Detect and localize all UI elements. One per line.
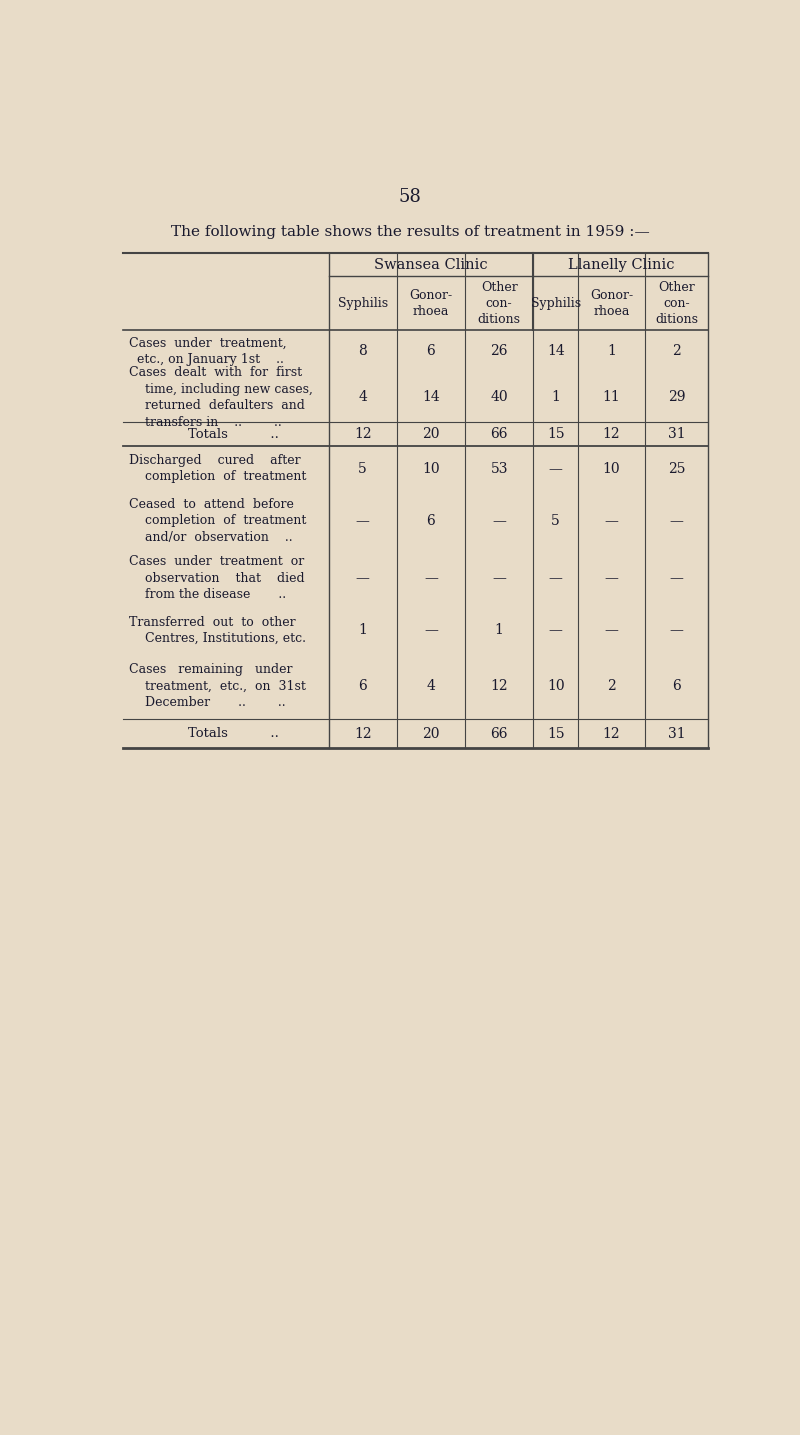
- Text: The following table shows the results of treatment in 1959 :—: The following table shows the results of…: [170, 225, 650, 240]
- Text: —: —: [605, 571, 618, 585]
- Text: Cases   remaining   under
    treatment,  etc.,  on  31st
    December       .. : Cases remaining under treatment, etc., o…: [130, 663, 306, 709]
- Text: 66: 66: [490, 726, 508, 740]
- Text: 10: 10: [602, 462, 620, 475]
- Text: 6: 6: [426, 514, 435, 528]
- Text: 1: 1: [551, 390, 560, 405]
- Text: Llanelly Clinic: Llanelly Clinic: [567, 258, 674, 271]
- Text: 12: 12: [602, 428, 620, 441]
- Text: Totals          ..: Totals ..: [188, 728, 279, 740]
- Text: 10: 10: [547, 679, 565, 693]
- Text: Discharged    cured    after
    completion  of  treatment: Discharged cured after completion of tre…: [130, 453, 307, 484]
- Text: Cases  dealt  with  for  first
    time, including new cases,
    returned  defa: Cases dealt with for first time, includi…: [130, 366, 314, 429]
- Text: 20: 20: [422, 726, 440, 740]
- Text: 6: 6: [358, 679, 367, 693]
- Text: 5: 5: [358, 462, 367, 475]
- Text: 53: 53: [490, 462, 508, 475]
- Text: 2: 2: [672, 344, 681, 359]
- Text: —: —: [356, 571, 370, 585]
- Text: 8: 8: [358, 344, 367, 359]
- Text: —: —: [356, 514, 370, 528]
- Text: 12: 12: [354, 726, 371, 740]
- Text: 10: 10: [422, 462, 440, 475]
- Text: —: —: [605, 623, 618, 637]
- Text: Syphilis: Syphilis: [530, 297, 581, 310]
- Text: Ceased  to  attend  before
    completion  of  treatment
    and/or  observation: Ceased to attend before completion of tr…: [130, 498, 307, 544]
- Text: 25: 25: [668, 462, 686, 475]
- Text: 11: 11: [602, 390, 620, 405]
- Text: Other
con-
ditions: Other con- ditions: [478, 281, 521, 326]
- Text: 4: 4: [426, 679, 435, 693]
- Text: 31: 31: [668, 428, 686, 441]
- Text: —: —: [492, 571, 506, 585]
- Text: Syphilis: Syphilis: [338, 297, 388, 310]
- Text: 12: 12: [602, 726, 620, 740]
- Text: 15: 15: [547, 726, 565, 740]
- Text: —: —: [670, 514, 683, 528]
- Text: 1: 1: [607, 344, 616, 359]
- Text: —: —: [549, 571, 562, 585]
- Text: Cases  under  treatment,
  etc., on January 1st    ..: Cases under treatment, etc., on January …: [130, 336, 287, 366]
- Text: 14: 14: [422, 390, 440, 405]
- Text: —: —: [492, 514, 506, 528]
- Text: 20: 20: [422, 428, 440, 441]
- Text: 26: 26: [490, 344, 508, 359]
- Text: —: —: [549, 623, 562, 637]
- Text: Gonor-
rhoea: Gonor- rhoea: [410, 288, 453, 317]
- Text: 14: 14: [547, 344, 565, 359]
- Text: Other
con-
ditions: Other con- ditions: [655, 281, 698, 326]
- Text: 2: 2: [607, 679, 616, 693]
- Text: Swansea Clinic: Swansea Clinic: [374, 258, 488, 271]
- Text: 6: 6: [672, 679, 681, 693]
- Text: 4: 4: [358, 390, 367, 405]
- Text: Totals          ..: Totals ..: [188, 428, 279, 441]
- Text: 12: 12: [354, 428, 371, 441]
- Text: 31: 31: [668, 726, 686, 740]
- Text: —: —: [424, 571, 438, 585]
- Text: 15: 15: [547, 428, 565, 441]
- Text: 5: 5: [551, 514, 560, 528]
- Text: 58: 58: [398, 188, 422, 205]
- Text: 29: 29: [668, 390, 686, 405]
- Text: 12: 12: [490, 679, 508, 693]
- Text: —: —: [424, 623, 438, 637]
- Text: —: —: [605, 514, 618, 528]
- Text: 1: 1: [494, 623, 503, 637]
- Text: 40: 40: [490, 390, 508, 405]
- Text: —: —: [670, 623, 683, 637]
- Text: —: —: [549, 462, 562, 475]
- Text: Cases  under  treatment  or
    observation    that    died
    from the disease: Cases under treatment or observation tha…: [130, 555, 305, 601]
- Text: Transferred  out  to  other
    Centres, Institutions, etc.: Transferred out to other Centres, Instit…: [130, 616, 306, 646]
- Text: —: —: [670, 571, 683, 585]
- Text: Gonor-
rhoea: Gonor- rhoea: [590, 288, 633, 317]
- Text: 66: 66: [490, 428, 508, 441]
- Text: 1: 1: [358, 623, 367, 637]
- Text: 6: 6: [426, 344, 435, 359]
